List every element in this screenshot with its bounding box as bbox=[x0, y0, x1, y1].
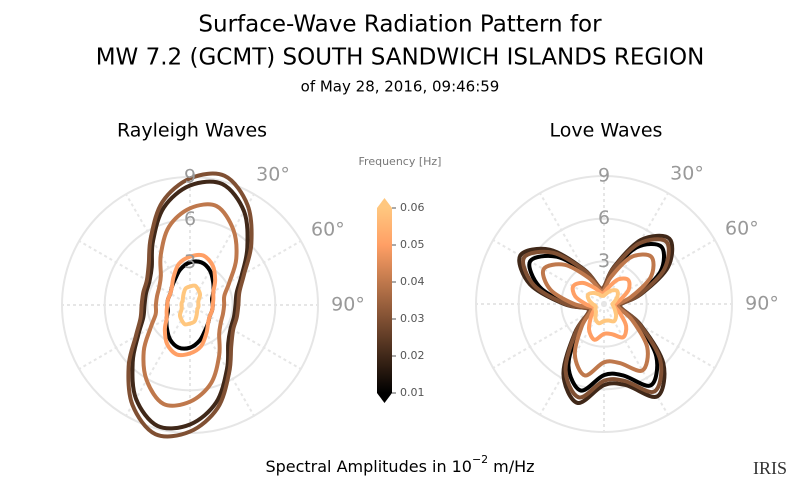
pattern-curve bbox=[177, 283, 203, 327]
r-tick-label: 9 bbox=[598, 165, 610, 187]
subplot-title: Rayleigh Waves bbox=[117, 120, 267, 142]
subtitle: of May 28, 2016, 09:46:59 bbox=[301, 78, 500, 96]
pattern-curve bbox=[130, 179, 250, 431]
pattern-curve bbox=[540, 252, 656, 378]
subplot-title: Love Waves bbox=[550, 120, 663, 142]
theta-tick-label: 30° bbox=[256, 164, 290, 186]
colorbar-tick-label: 0.02 bbox=[400, 349, 425, 362]
colorbar-tick-label: 0.04 bbox=[400, 275, 425, 288]
logo: IRIS bbox=[753, 458, 787, 478]
x-label: Spectral Amplitudes in 10−2 m/Hz bbox=[265, 453, 534, 476]
title: Surface-Wave Radiation Pattern for bbox=[198, 12, 602, 38]
x-label-base: 10 bbox=[452, 457, 472, 476]
r-tick-label: 3 bbox=[184, 251, 196, 273]
r-tick-label: 6 bbox=[184, 208, 196, 230]
colorbar bbox=[377, 208, 392, 393]
x-label-text: Spectral Amplitudes in bbox=[265, 457, 446, 476]
x-label-unit: m/Hz bbox=[493, 457, 534, 476]
pattern-curve bbox=[570, 276, 632, 342]
pattern-curve bbox=[126, 171, 254, 439]
colorbar-extend-top bbox=[377, 198, 392, 208]
colorbar-label: Frequency [Hz] bbox=[359, 155, 442, 168]
colorbar-extend-bottom bbox=[377, 393, 392, 403]
theta-tick-label: 90° bbox=[745, 293, 779, 315]
colorbar-tick-label: 0.01 bbox=[400, 386, 425, 399]
pattern-curve bbox=[527, 241, 667, 393]
pattern-curve bbox=[141, 202, 239, 408]
x-label-exponent: −2 bbox=[472, 453, 488, 466]
event-title: MW 7.2 (GCMT) SOUTH SANDWICH ISLANDS REG… bbox=[96, 45, 705, 71]
pattern-curve bbox=[162, 252, 218, 358]
r-tick-label: 9 bbox=[184, 166, 196, 188]
pattern-curve bbox=[517, 233, 675, 405]
theta-tick-label: 30° bbox=[670, 163, 704, 185]
theta-tick-label: 90° bbox=[331, 294, 365, 316]
colorbar-tick-label: 0.06 bbox=[400, 201, 425, 214]
theta-tick-label: 60° bbox=[311, 219, 345, 241]
theta-tick-label: 60° bbox=[725, 218, 759, 240]
pattern-curve bbox=[585, 288, 620, 326]
pattern-curve bbox=[521, 237, 671, 400]
r-tick-label: 3 bbox=[598, 250, 610, 272]
r-tick-label: 6 bbox=[598, 207, 610, 229]
colorbar-tick-label: 0.05 bbox=[400, 238, 425, 251]
colorbar-tick-label: 0.03 bbox=[400, 312, 425, 325]
